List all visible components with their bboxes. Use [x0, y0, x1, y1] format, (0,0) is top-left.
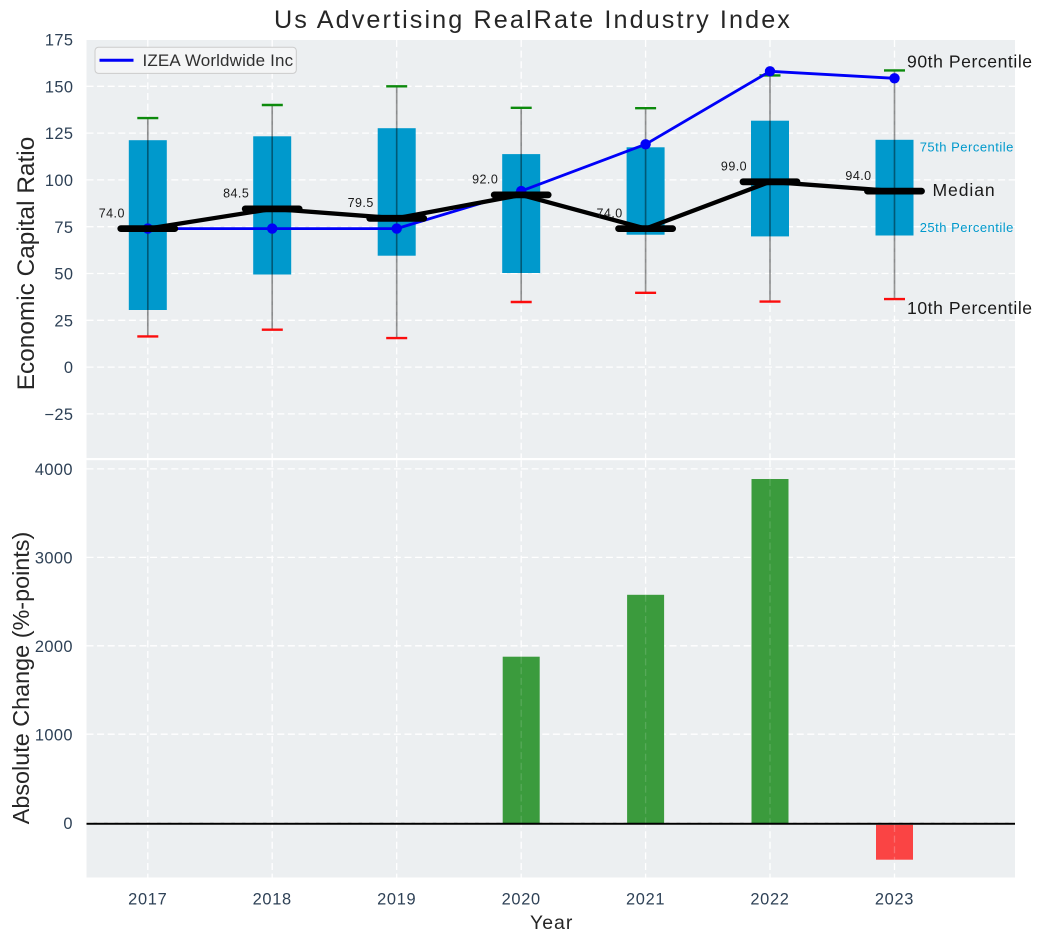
svg-text:Economic Capital Ratio: Economic Capital Ratio	[13, 137, 40, 391]
svg-text:4000: 4000	[35, 461, 73, 479]
svg-text:2021: 2021	[626, 891, 665, 909]
svg-text:25th Percentile: 25th Percentile	[920, 220, 1014, 235]
svg-text:79.5: 79.5	[348, 196, 374, 210]
svg-text:2017: 2017	[128, 891, 167, 909]
svg-text:IZEA Worldwide Inc: IZEA Worldwide Inc	[143, 51, 294, 70]
svg-text:3000: 3000	[35, 550, 73, 568]
svg-text:2018: 2018	[253, 891, 292, 909]
svg-text:25: 25	[54, 312, 73, 330]
svg-text:1000: 1000	[35, 726, 73, 744]
svg-text:2023: 2023	[875, 891, 914, 909]
svg-text:84.5: 84.5	[223, 187, 249, 201]
svg-text:75: 75	[54, 219, 73, 237]
svg-text:0: 0	[63, 815, 73, 833]
svg-text:94.0: 94.0	[845, 169, 871, 183]
svg-text:Absolute Change (%-points): Absolute Change (%-points)	[8, 532, 34, 825]
svg-text:50: 50	[54, 266, 73, 284]
svg-text:125: 125	[45, 125, 74, 143]
svg-text:100: 100	[45, 172, 74, 190]
svg-text:92.0: 92.0	[472, 173, 498, 187]
svg-text:Us Advertising RealRate Indust: Us Advertising RealRate Industry Index	[274, 6, 792, 34]
svg-text:90th Percentile: 90th Percentile	[907, 51, 1033, 71]
svg-text:−25: −25	[44, 406, 73, 424]
svg-text:2022: 2022	[750, 891, 789, 909]
svg-text:Year: Year	[530, 912, 573, 934]
svg-text:175: 175	[45, 32, 74, 50]
svg-text:10th Percentile: 10th Percentile	[907, 298, 1033, 318]
svg-text:2020: 2020	[502, 891, 541, 909]
svg-text:74.0: 74.0	[99, 206, 125, 220]
svg-text:0: 0	[64, 359, 74, 377]
svg-text:75th Percentile: 75th Percentile	[920, 140, 1014, 155]
svg-text:2000: 2000	[35, 638, 73, 656]
svg-text:74.0: 74.0	[597, 206, 623, 220]
svg-text:150: 150	[45, 78, 74, 96]
svg-text:99.0: 99.0	[721, 160, 747, 174]
svg-text:Median: Median	[933, 180, 996, 200]
svg-text:2019: 2019	[377, 891, 416, 909]
